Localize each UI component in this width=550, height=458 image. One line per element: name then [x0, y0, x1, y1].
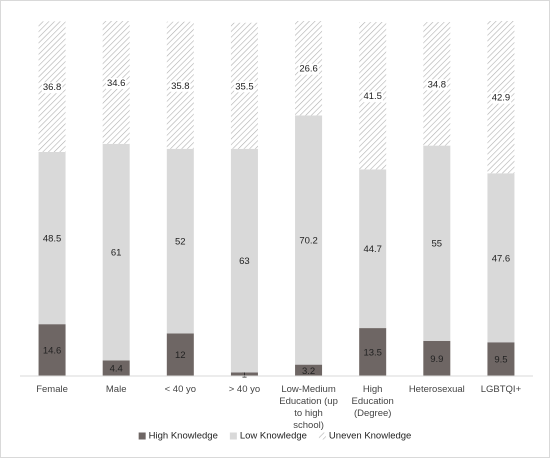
- legend: High Knowledge Low Knowledge Uneven Knowle…: [138, 431, 411, 442]
- value-label: 26.6: [299, 64, 318, 75]
- value-label: 47.6: [492, 253, 511, 264]
- x-tick-label: Low-Medium Education (up to high school): [279, 384, 338, 431]
- x-tick-label: < 40 yo: [164, 384, 197, 395]
- label-bg: [41, 82, 63, 94]
- value-label: 36.8: [43, 82, 62, 93]
- label-bg: [362, 91, 383, 103]
- x-tick-label: High Education (Degree): [351, 384, 394, 419]
- bar-segment: [295, 364, 323, 376]
- legend-label: Low Knowledge: [240, 431, 307, 442]
- bar-segment: [423, 145, 451, 341]
- value-label: 34.8: [428, 79, 447, 90]
- legend-swatch: [229, 432, 237, 440]
- label-bg: [105, 77, 127, 89]
- value-label: 9.5: [494, 355, 507, 366]
- legend-label: High Knowledge: [149, 431, 218, 442]
- value-label: 61: [111, 248, 122, 259]
- label-bg: [170, 80, 191, 92]
- bar-segment: [38, 324, 66, 376]
- value-label: 41.5: [363, 91, 382, 102]
- bar-segment: [487, 173, 515, 343]
- bar-segment: [166, 333, 194, 376]
- value-label: 63: [239, 256, 250, 267]
- value-label: 48.5: [43, 234, 62, 245]
- bar-segment: [230, 372, 258, 376]
- bar-segment: [359, 169, 387, 329]
- label-bg: [490, 92, 512, 104]
- value-label: 70.2: [299, 236, 318, 247]
- bar-segment: [38, 151, 66, 325]
- bar-segment: [230, 148, 258, 373]
- value-label: 35.8: [171, 81, 190, 92]
- value-label: 9.9: [430, 354, 443, 365]
- bar-segment: [102, 360, 130, 376]
- bar-segment: [102, 143, 130, 361]
- value-label: 12: [175, 350, 186, 361]
- x-tick-label: Heterosexual: [408, 384, 465, 395]
- value-label: 35.5: [235, 81, 254, 92]
- value-label: 55: [432, 239, 443, 250]
- value-label: 42.9: [492, 93, 511, 104]
- bar-segment: [423, 340, 451, 376]
- legend-swatch: [138, 432, 146, 440]
- x-tick-label: > 40 yo: [228, 384, 261, 395]
- x-tick-label: Male: [105, 384, 127, 395]
- value-label: 3.2: [302, 366, 315, 377]
- x-tick-label: Female: [36, 384, 68, 395]
- bar-segment: [487, 342, 515, 376]
- legend-swatch: [318, 432, 326, 440]
- x-tick-label: LGBTQI+: [480, 384, 522, 395]
- label-bg: [426, 79, 448, 91]
- label-bg: [298, 63, 319, 75]
- value-label: 14.6: [43, 346, 62, 357]
- bar-segment: [359, 328, 387, 376]
- bar-segment: [166, 148, 194, 334]
- value-label: 4.4: [110, 364, 123, 375]
- value-label: 34.6: [107, 78, 126, 89]
- label-bg: [234, 81, 255, 93]
- value-label: 13.5: [363, 348, 382, 359]
- value-label: 52: [175, 237, 186, 248]
- value-label: 1: [242, 370, 247, 381]
- bar-segment: [295, 115, 323, 365]
- legend-label: Uneven Knowledge: [329, 431, 411, 442]
- value-label: 44.7: [363, 244, 382, 255]
